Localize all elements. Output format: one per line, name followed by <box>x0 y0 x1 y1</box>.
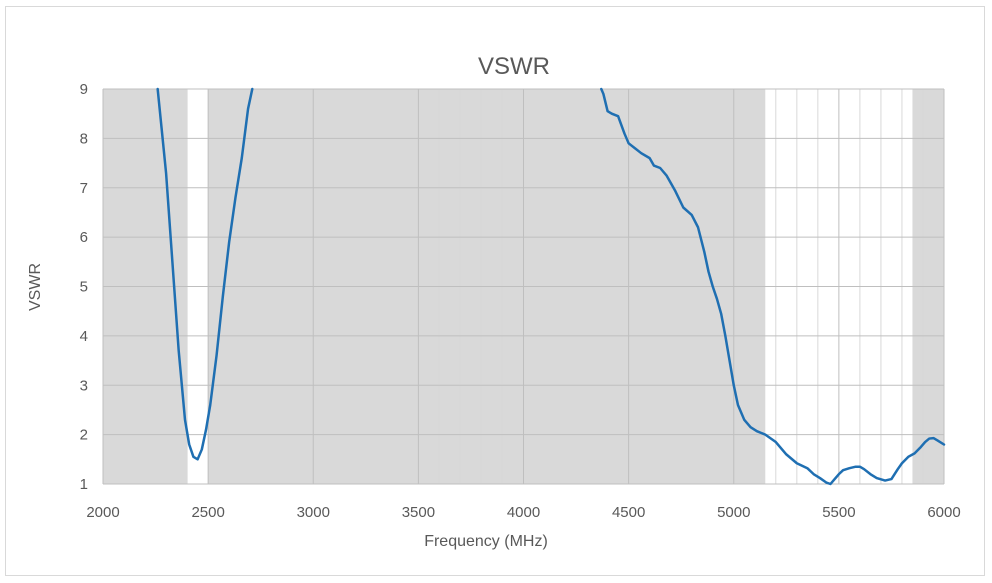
y-tick-labels: 1 2 3 4 5 6 7 8 9 <box>80 81 88 493</box>
y-tick-label: 4 <box>80 328 88 345</box>
chart-title: VSWR <box>478 53 550 80</box>
y-tick-label: 2 <box>80 427 88 444</box>
x-tick-label: 4500 <box>612 504 645 521</box>
series-layer <box>156 87 946 486</box>
x-tick-label: 5500 <box>822 504 855 521</box>
x-tick-label: 3500 <box>402 504 435 521</box>
y-tick-label: 3 <box>80 377 88 394</box>
y-tick-label: 7 <box>80 180 88 197</box>
y-tick-label: 9 <box>80 81 88 98</box>
x-tick-label: 6000 <box>927 504 960 521</box>
x-tick-label: 2500 <box>191 504 224 521</box>
y-tick-label: 1 <box>80 476 88 493</box>
y-axis-title: VSWR <box>27 263 44 311</box>
vswr-line-segment-1 <box>600 87 946 486</box>
x-tick-label: 3000 <box>297 504 330 521</box>
x-tick-label: 5000 <box>717 504 750 521</box>
x-tick-label: 4000 <box>507 504 540 521</box>
major-grid <box>102 88 945 485</box>
x-tick-label: 2000 <box>86 504 119 521</box>
x-tick-labels: 2000 2500 3000 3500 4000 4500 5000 5500 6000 <box>86 504 960 521</box>
vswr-line-segment-0 <box>156 87 254 461</box>
y-tick-label: 8 <box>80 130 88 147</box>
y-tick-label: 6 <box>80 229 88 246</box>
x-axis-title: Frequency (MHz) <box>424 533 548 550</box>
y-tick-label: 5 <box>80 279 88 296</box>
